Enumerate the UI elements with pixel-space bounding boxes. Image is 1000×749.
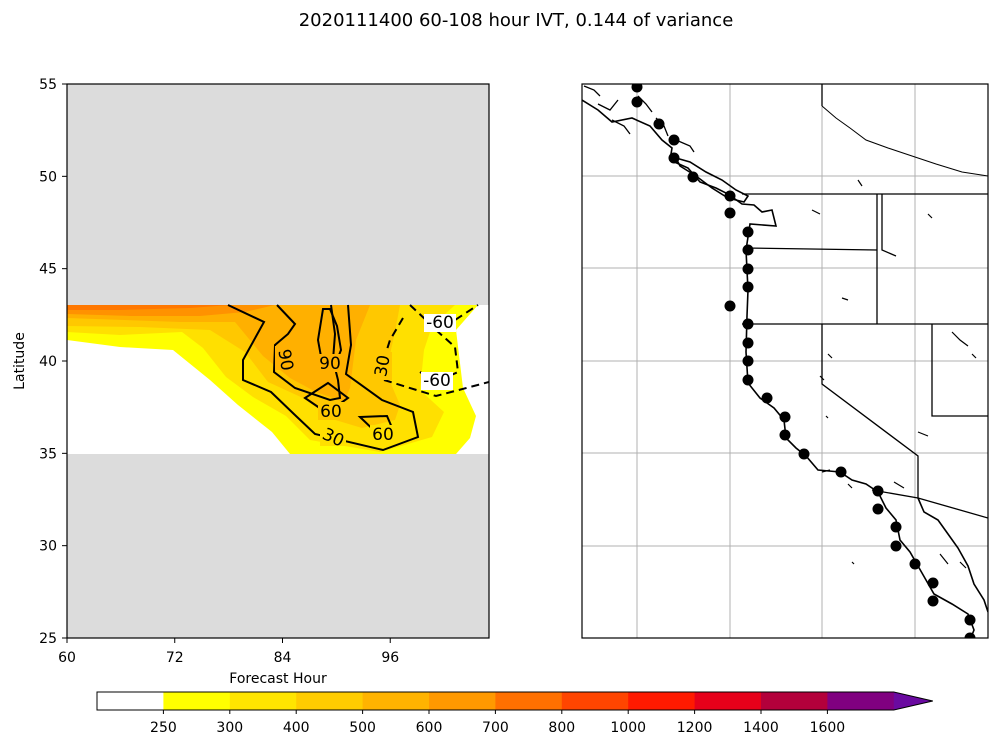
state-borders: [742, 84, 988, 498]
contour-line-30: [227, 304, 420, 452]
contour-axis-ticks: 60 72 84 96 25 30 35 40 45 50 55: [39, 77, 399, 666]
bc-inlets: [583, 85, 695, 153]
y-tick-label: 30: [39, 539, 57, 555]
colorbar-segment: [827, 692, 895, 710]
station-marker: [890, 521, 902, 533]
station-marker: [668, 152, 680, 164]
station-marker: [927, 595, 939, 607]
contour-label: -60: [426, 313, 454, 333]
colorbar-segment: [495, 692, 563, 710]
colorbar-segment: [296, 692, 364, 710]
station-marker: [742, 374, 754, 386]
vancouver-island: [674, 156, 750, 203]
station-marker: [742, 318, 754, 330]
colorbar-segment: [761, 692, 828, 710]
map-axes-frame: [581, 83, 989, 639]
colorbar-tick-label: 700: [482, 720, 509, 736]
colorbar-segment: [429, 692, 496, 710]
colorbar-tick-label: 500: [349, 720, 376, 736]
mexico-border: [871, 489, 988, 519]
colorbar-tick-label: 1200: [677, 720, 713, 736]
colorbar-tick-label: 1400: [743, 720, 779, 736]
colorbar-outline: [96, 691, 933, 711]
station-marker: [687, 171, 699, 183]
station-marker: [631, 96, 643, 108]
colorbar-segment: [163, 692, 231, 710]
contour-label: 90: [319, 354, 341, 374]
lakes: [811, 179, 977, 569]
colorbar-segment: [628, 692, 696, 710]
x-tick-label: 96: [381, 650, 399, 666]
station-marker: [724, 300, 736, 312]
station-marker: [872, 485, 884, 497]
station-marker: [742, 355, 754, 367]
station-marker: [742, 226, 754, 238]
colorbar-tick-label: 300: [216, 720, 243, 736]
baja-east-coast: [917, 497, 988, 613]
contour-plot-area: 90 90 30 60 30 60 -60 -60: [67, 84, 489, 638]
colorbar-tick-label: 800: [548, 720, 575, 736]
y-tick-label: 35: [39, 446, 57, 462]
station-marker: [653, 118, 665, 130]
station-marker: [668, 134, 680, 146]
colorbar-segment: [97, 692, 164, 710]
station-marker: [742, 281, 754, 293]
y-axis-label: Latitude: [12, 332, 28, 390]
y-tick-label: 25: [39, 631, 57, 647]
colorbar-tick-label: 250: [150, 720, 177, 736]
contour-label: 60: [372, 425, 394, 445]
x-tick-label: 72: [166, 650, 184, 666]
colorbar-tick-label: 400: [283, 720, 310, 736]
x-tick-label: 60: [58, 650, 76, 666]
contour-label: 60: [320, 402, 342, 422]
station-marker: [742, 263, 754, 275]
x-tick-label: 84: [274, 650, 292, 666]
map-gridlines: [582, 84, 988, 638]
colorbar-tick-label: 1000: [610, 720, 646, 736]
canada-lakes: [821, 105, 988, 177]
colorbar-segment: [561, 692, 629, 710]
contour-label: 30: [371, 354, 394, 379]
station-marker: [761, 392, 773, 404]
station-marker: [909, 558, 921, 570]
y-tick-label: 45: [39, 262, 57, 278]
station-markers: [631, 84, 976, 638]
contour-label: 90: [273, 348, 296, 373]
station-marker: [927, 577, 939, 589]
y-tick-label: 50: [39, 169, 57, 185]
station-marker: [724, 190, 736, 202]
y-tick-label: 40: [39, 354, 57, 370]
station-marker: [742, 244, 754, 256]
y-tick-label: 55: [39, 77, 57, 93]
colorbar-tick-label: 1600: [810, 720, 846, 736]
colorbar: 250 300 400 500 600 700 800 1000 1200 1400 1600: [96, 691, 933, 736]
ivt-fill-700: [67, 305, 230, 310]
station-marker: [964, 632, 976, 638]
station-marker: [835, 466, 847, 478]
map-panel: [581, 83, 989, 639]
station-marker: [779, 411, 791, 423]
figure-title: 2020111400 60-108 hour IVT, 0.144 of var…: [299, 10, 734, 31]
station-marker: [964, 614, 976, 626]
contour-panel: 90 90 30 60 30 60 -60 -60 60 72 84 96 25 30 35…: [12, 77, 490, 687]
station-marker: [742, 337, 754, 349]
station-marker: [631, 84, 643, 93]
station-marker: [890, 540, 902, 552]
station-marker: [798, 448, 810, 460]
station-marker: [724, 207, 736, 219]
x-axis-label: Forecast Hour: [229, 671, 327, 687]
contour-label: -60: [423, 371, 451, 391]
colorbar-segment: [694, 692, 762, 710]
map-area: [582, 84, 988, 638]
station-marker: [872, 503, 884, 515]
station-marker: [779, 429, 791, 441]
contour-line-neg60b: [383, 379, 489, 398]
colorbar-tick-label: 600: [416, 720, 443, 736]
contour-labels: 90 90 30 60 30 60 -60 -60: [273, 313, 456, 452]
colorbar-segment: [362, 692, 430, 710]
colorbar-extend-arrow: [893, 692, 933, 710]
colorbar-segment: [229, 692, 297, 710]
ivt-fill-500: [67, 305, 370, 402]
